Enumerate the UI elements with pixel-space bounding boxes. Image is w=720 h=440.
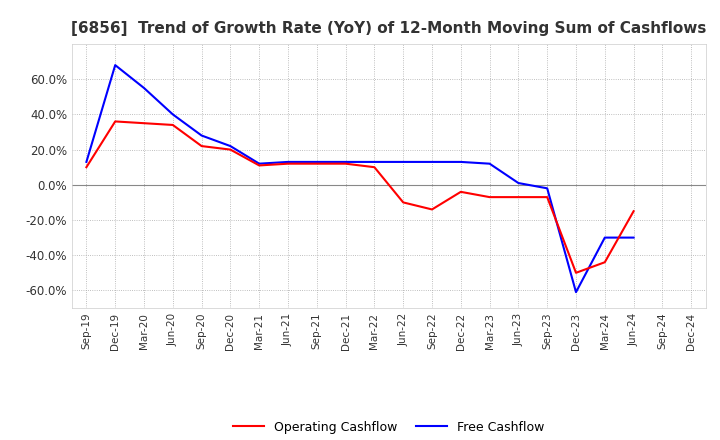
Operating Cashflow [629, 209, 638, 214]
Operating Cashflow [168, 122, 177, 128]
Free Cashflow [370, 159, 379, 165]
Operating Cashflow [428, 207, 436, 212]
Free Cashflow [312, 159, 321, 165]
Operating Cashflow [226, 147, 235, 152]
Free Cashflow [255, 161, 264, 166]
Free Cashflow [399, 159, 408, 165]
Operating Cashflow [600, 260, 609, 265]
Operating Cashflow [255, 163, 264, 168]
Free Cashflow [82, 159, 91, 165]
Legend: Operating Cashflow, Free Cashflow: Operating Cashflow, Free Cashflow [228, 416, 550, 439]
Operating Cashflow [82, 165, 91, 170]
Title: [6856]  Trend of Growth Rate (YoY) of 12-Month Moving Sum of Cashflows: [6856] Trend of Growth Rate (YoY) of 12-… [71, 21, 706, 36]
Free Cashflow [226, 143, 235, 149]
Free Cashflow [168, 112, 177, 117]
Operating Cashflow [543, 194, 552, 200]
Operating Cashflow [341, 161, 350, 166]
Free Cashflow [572, 290, 580, 295]
Free Cashflow [111, 62, 120, 68]
Line: Free Cashflow: Free Cashflow [86, 65, 634, 292]
Free Cashflow [485, 161, 494, 166]
Operating Cashflow [284, 161, 292, 166]
Free Cashflow [514, 180, 523, 186]
Operating Cashflow [514, 194, 523, 200]
Free Cashflow [629, 235, 638, 240]
Free Cashflow [543, 186, 552, 191]
Operating Cashflow [572, 270, 580, 275]
Free Cashflow [140, 85, 148, 91]
Operating Cashflow [111, 119, 120, 124]
Operating Cashflow [197, 143, 206, 149]
Free Cashflow [600, 235, 609, 240]
Operating Cashflow [140, 121, 148, 126]
Free Cashflow [197, 133, 206, 138]
Operating Cashflow [370, 165, 379, 170]
Operating Cashflow [456, 189, 465, 194]
Operating Cashflow [485, 194, 494, 200]
Free Cashflow [456, 159, 465, 165]
Operating Cashflow [399, 200, 408, 205]
Free Cashflow [428, 159, 436, 165]
Free Cashflow [341, 159, 350, 165]
Free Cashflow [284, 159, 292, 165]
Line: Operating Cashflow: Operating Cashflow [86, 121, 634, 273]
Operating Cashflow [312, 161, 321, 166]
